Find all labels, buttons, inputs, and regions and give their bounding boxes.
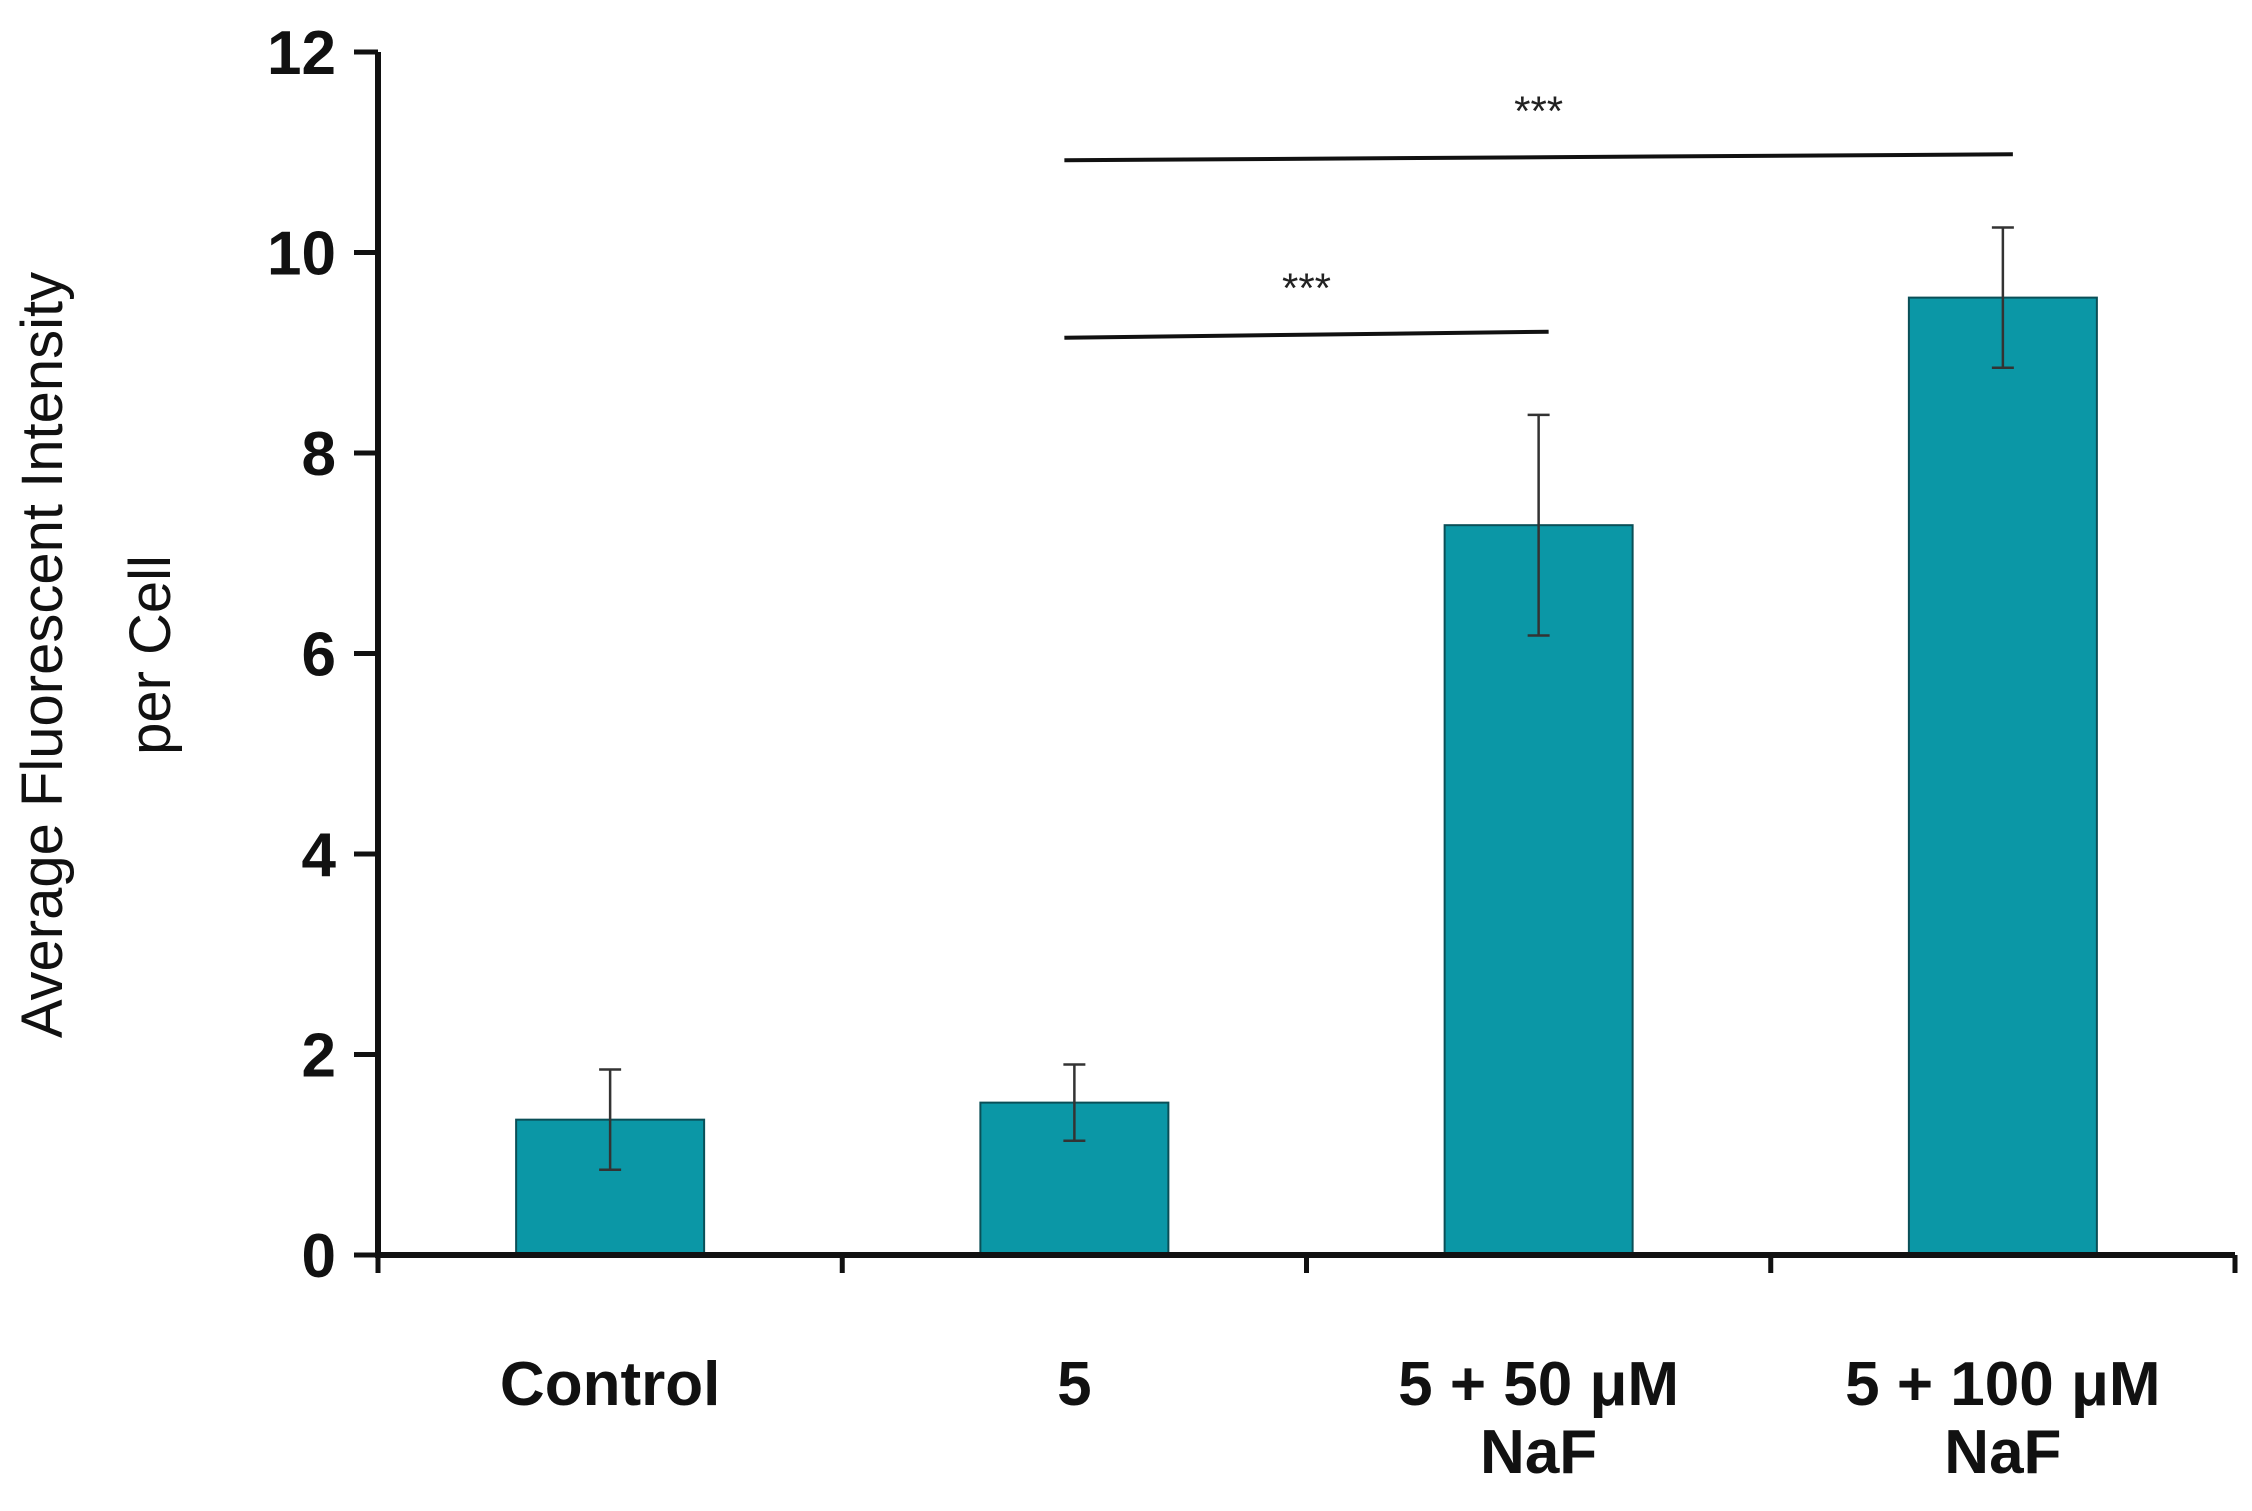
y-tick-label-12: 12 (267, 19, 336, 88)
significance-label-0: *** (1282, 265, 1331, 312)
y-axis-title-line-1: Average Fluorescent Intensity (10, 272, 75, 1038)
y-axis-title: Average Fluorescent Intensity per Cell (10, 272, 183, 1038)
x-category-label-3-line-1: 5 + 100 μM (1845, 1350, 2160, 1419)
y-tick-label-10: 10 (267, 220, 336, 289)
x-category-label-1: 5 (1057, 1350, 1091, 1419)
x-category-label-3-line-2: NaF (1944, 1418, 2061, 1487)
y-tick-label-8: 8 (302, 420, 336, 489)
y-tick-label-0: 0 (302, 1222, 336, 1291)
significance-line-0 (1064, 329, 1549, 340)
x-category-label-2-line-2: NaF (1480, 1418, 1597, 1487)
significance-label-1: *** (1514, 87, 1563, 134)
y-tick-label-2: 2 (302, 1022, 336, 1091)
bar-3 (1907, 296, 2098, 1256)
y-tick-label-4: 4 (302, 821, 337, 890)
x-category-label-2-line-1: 5 + 50 μM (1398, 1350, 1679, 1419)
y-axis-title-line-2: per Cell (118, 555, 183, 755)
significance-line-1 (1064, 152, 2013, 163)
x-category-label-0: Control (500, 1350, 720, 1419)
y-tick-label-6: 6 (302, 621, 336, 690)
